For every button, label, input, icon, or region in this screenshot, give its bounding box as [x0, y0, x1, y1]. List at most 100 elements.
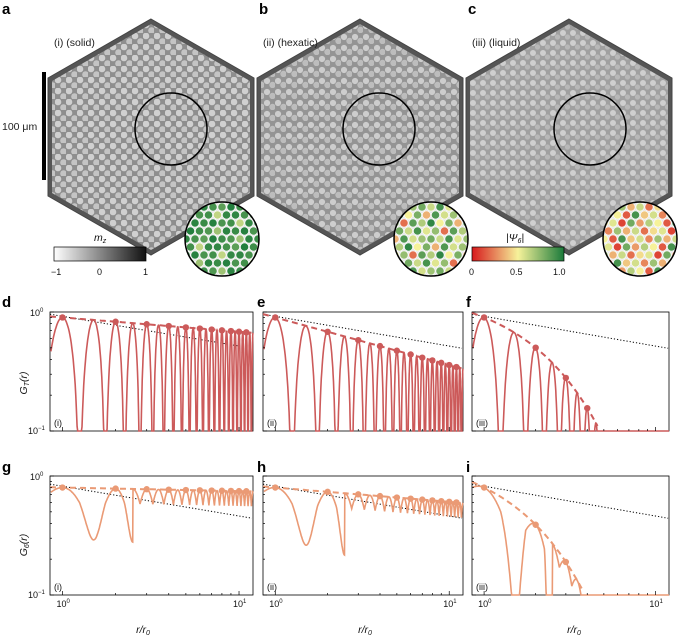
psi6-particle [231, 258, 240, 268]
psi6-particle [622, 258, 631, 268]
psi6-particle [604, 242, 613, 252]
peak-marker [438, 497, 445, 505]
panel-letter-a: a [2, 1, 11, 18]
psi6-particle [413, 242, 422, 252]
psi6-particle [626, 234, 636, 244]
y-tick-label-top: 100 [30, 308, 44, 318]
peak-marker [446, 498, 453, 506]
psi6-particle [263, 203, 271, 211]
psi6-particle [626, 250, 636, 260]
psi6-particle [408, 250, 418, 260]
psi6-particle [431, 226, 440, 236]
psi6-particle [217, 250, 227, 260]
psi6-particle [208, 250, 218, 260]
peak-marker [143, 321, 150, 328]
psi6-particle [617, 218, 627, 228]
roi-circle [342, 92, 416, 166]
peak-marker [393, 347, 401, 354]
psi6-particle [404, 258, 413, 268]
psi-tick-mid: 0.5 [510, 267, 523, 277]
psi6-particle [662, 218, 672, 228]
reference-line [49, 483, 253, 519]
reference-line [471, 313, 669, 349]
panel-letter-e: e [257, 294, 265, 311]
peak-marker [235, 487, 243, 495]
micrograph-hexatic [256, 18, 464, 256]
psi6-particle [472, 219, 480, 227]
panel-letter-c: c [468, 1, 476, 18]
psi6-particle [240, 258, 249, 268]
psi6-particle [440, 258, 449, 268]
plot-frame [262, 475, 464, 596]
psi6-particle [199, 218, 209, 228]
psi6-particle [258, 242, 259, 252]
psi6-particle [631, 226, 640, 236]
y-tick-label-top: 100 [30, 472, 44, 482]
peak-marker [112, 318, 119, 325]
psi6-particle [435, 218, 445, 228]
psi6-particle [671, 266, 677, 276]
psi6-particle [608, 234, 618, 244]
peak-marker [218, 487, 226, 494]
psi6-particle [222, 274, 231, 276]
psi-colorbar-label: |Ψ6| [506, 232, 524, 245]
psi6-particle [591, 267, 599, 275]
psi6-particle [631, 274, 640, 276]
psi6-particle [422, 226, 431, 236]
peak-marker [438, 359, 445, 367]
psi6-particle [185, 258, 186, 268]
psi-tick-min: 0 [469, 267, 474, 277]
psi6-particle [426, 218, 436, 228]
psi6-particle [417, 234, 427, 244]
psi6-particle [258, 210, 259, 220]
peak-marker [562, 374, 570, 382]
psi6-particle [608, 250, 618, 260]
psi6-particle [613, 258, 622, 268]
peak-marker [324, 488, 331, 496]
psi6-particle [476, 211, 484, 219]
peak-marker [429, 357, 436, 364]
psi6-particle [617, 234, 627, 244]
plot-tag: (iii) [476, 418, 488, 428]
plot-f: (iii) [471, 311, 670, 432]
plot-tag: (ii) [267, 582, 277, 592]
psi6-particle [217, 202, 227, 212]
psi6-particle [644, 250, 654, 260]
psi6-particle [658, 258, 667, 268]
psi6-particle [399, 266, 409, 276]
psi6-particle [263, 267, 271, 275]
image-label-solid: (i) (solid) [54, 37, 95, 49]
x-tick-label-left: 100 [478, 599, 492, 609]
peak-marker [429, 497, 436, 504]
psi6-particle [681, 251, 685, 259]
psi6-particle [449, 258, 458, 268]
psi6-particle [399, 250, 409, 260]
psi6-particle [213, 242, 222, 252]
peak-marker [182, 486, 190, 494]
psi6-particle [681, 219, 685, 227]
psi6-particle [649, 242, 658, 252]
psi6-particle [253, 202, 259, 212]
peak-marker [407, 351, 414, 358]
psi6-particle [394, 258, 395, 268]
psi6-particle [662, 250, 672, 260]
peak-marker [208, 326, 215, 333]
xlabel-1: r/r0 [136, 624, 150, 635]
psi6-particle [676, 242, 677, 252]
scale-bar-label: 100 μm [2, 121, 37, 133]
psi6-particle [382, 267, 390, 275]
psi6-particle [173, 267, 181, 275]
psi6-particle [231, 242, 240, 252]
psi6-particle [453, 234, 463, 244]
psi6-particle [681, 235, 685, 243]
psi6-particle [244, 202, 254, 212]
psi6-particle [449, 274, 458, 276]
psi6-particle [676, 258, 677, 268]
correlation-curve [263, 316, 464, 432]
psi6-particle [431, 242, 440, 252]
peak-marker [243, 329, 250, 336]
psi6-particle [658, 210, 667, 220]
psi6-particle [267, 275, 275, 283]
psi6-particle [240, 210, 249, 220]
peak-marker [376, 342, 384, 350]
